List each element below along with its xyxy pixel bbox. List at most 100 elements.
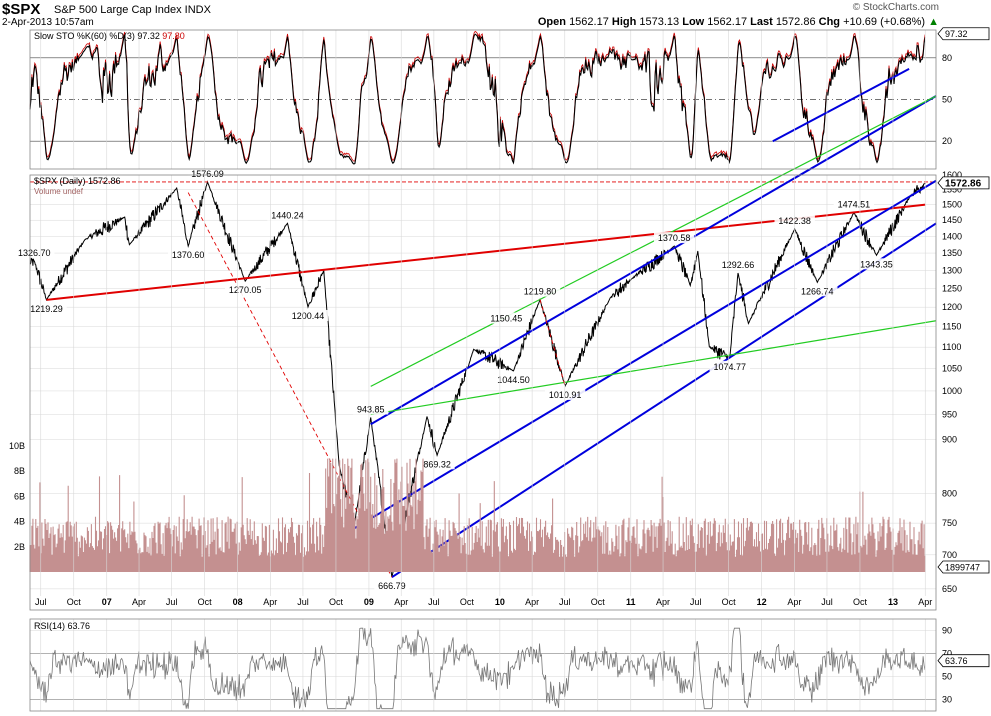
last-value-tag: 63.76 [937,654,990,668]
panel-border [29,618,937,712]
rsi-tick-label: 50 [942,672,952,682]
chg-value: +10.69 (+0.68%) [843,16,926,28]
annotation-bg [486,312,527,324]
annotation-bg [717,259,759,271]
x-tick-label: Oct [591,597,606,607]
volume-tick-label: 10B [9,441,25,451]
last-value-tag-box [937,176,990,190]
annotation-bg [287,310,329,322]
high-value: 1573.13 [639,16,680,28]
x-tick-label: Apr [656,597,670,607]
price-annotation: 1292.66 [722,260,755,270]
price-tick-label: 800 [942,488,957,498]
open-value: 1562.17 [569,16,609,28]
price-tick-label: 950 [942,410,957,420]
sto-blue-trendline [772,68,910,143]
last-value-tag-text: 97.32 [945,29,968,39]
rsi-tick-label: 90 [942,626,952,636]
price-tick-label: 1050 [942,364,962,374]
annotation-bg [519,285,561,297]
annotation-bg [225,284,266,296]
x-tick-label: 12 [757,597,767,607]
x-axis: Jul Oct 07 Apr Jul Oct 08 Apr Jul Oct 09 Apr Jul Oct 1… [29,29,937,712]
last-value-tag: 97.32 [937,27,990,41]
price-tick-label: 1200 [942,302,962,312]
annotation-bg [653,232,695,244]
price-annotation: 1074.77 [713,362,746,372]
sto-tick-label: 50 [942,95,952,105]
rsi-tick-label: 30 [942,695,952,705]
low-label: Low [682,16,705,28]
x-tick-label: 08 [233,597,243,607]
price-tick-label: 1150 [942,322,961,332]
last-value-tag-box [937,560,990,574]
price-annotation: 1440.24 [271,210,304,220]
price-annotation: 1474.51 [838,200,871,210]
last-value-tag-text: 63.76 [945,656,968,666]
annotation-bg [856,258,897,270]
x-tick-label: Jul [297,597,309,607]
panel-border [29,174,937,611]
last-value-tag: 1899747 [937,560,990,574]
price-annotation: 1266.74 [801,286,834,296]
x-tick-label: Jul [35,597,47,607]
annotation-bg [26,302,67,314]
up-arrow-icon: ▲ [928,16,939,28]
price-tick-label: 1350 [942,248,962,258]
price-tick-label: 1100 [942,342,961,352]
dashed-decline-line [187,192,393,578]
rsi-line [29,627,926,710]
volume-tick-label: 4B [14,517,25,527]
price-tick-label: 700 [942,550,957,560]
price-annotation: 666.79 [378,581,406,591]
x-tick-label: Jul [166,597,178,607]
rsi-panel: 30 50 70 90 [29,626,952,710]
price-annotation: 1219.29 [30,304,63,314]
x-tick-label: Jul [559,597,571,607]
annotation-bg [14,247,55,259]
rsi-tick-label: 70 [942,649,952,659]
x-tick-label: 10 [495,597,505,607]
open-label: Open [537,16,566,28]
x-tick-label: Oct [198,597,213,607]
x-tick-label: Apr [787,597,801,607]
trendline-blue-middle [353,179,937,530]
x-tick-label: 09 [364,597,374,607]
price-annotation: 943.85 [357,404,385,414]
volume-tick-label: 8B [14,466,25,476]
volume-legend: Volume undef [34,187,84,196]
trendline-green-lower [370,320,937,416]
x-tick-label: Jul [821,597,833,607]
x-tick-label: Apr [394,597,408,607]
price-annotation: 1044.50 [497,375,530,385]
price-tick-label: 1600 [942,170,962,180]
price-tick-label: 1450 [942,215,962,225]
panel-border [29,29,937,170]
annotation-bg [797,285,838,297]
last-label: Last [750,16,773,28]
price-annotation: 1576.09 [191,169,224,179]
last-value: 1572.86 [775,16,816,28]
x-tick-label: Jul [690,597,702,607]
brand-watermark: © StockCharts.com [852,2,939,13]
price-tick-label: 1000 [942,386,962,396]
x-tick-label: 13 [888,597,898,607]
trendline-blue-upper [370,95,937,426]
chart-date: 2-Apr-2013 10:57am [2,17,94,28]
x-tick-label: Apr [525,597,539,607]
price-tick-label: 1400 [942,231,962,241]
volume-tick-label: 2B [14,542,25,552]
annotation-bg [774,215,815,227]
chg-label: Chg [818,16,841,28]
rsi-legend: RSI(14) 63.76 [34,621,90,631]
volume-tick-label: 6B [14,491,25,501]
stochastic-panel: 20 50 80 [29,30,952,165]
trendline-blue-lower [391,222,937,578]
price-annotation: 1326.70 [18,248,51,258]
x-tick-label: Jul [428,597,440,607]
sto-tick-label: 80 [942,53,952,63]
x-tick-label: 07 [102,597,112,607]
x-tick-label: Apr [132,597,146,607]
trendline-green-upper [370,95,937,387]
